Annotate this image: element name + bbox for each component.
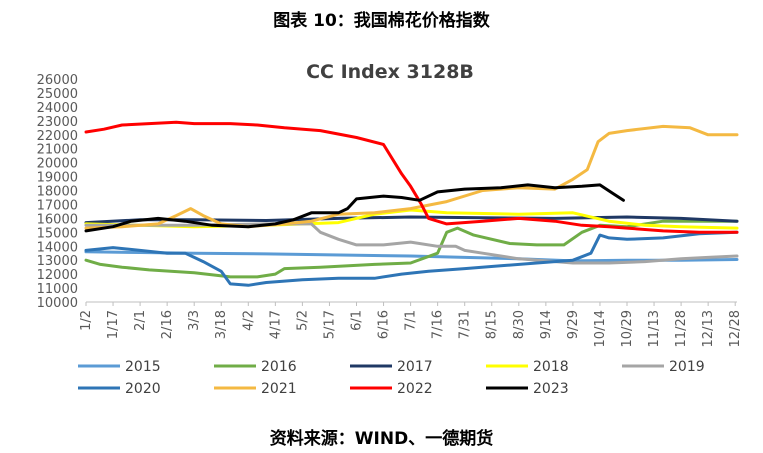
y-tick-label: 26000	[37, 73, 78, 88]
y-tick-label: 25000	[37, 87, 78, 102]
legend-item-2022: 2022	[350, 381, 433, 397]
x-tick-label: 10/29	[620, 310, 635, 347]
y-tick-label: 15000	[37, 226, 78, 241]
x-tick-label: 4/2	[241, 310, 256, 331]
y-tick-label: 14000	[37, 240, 78, 255]
x-tick-label: 8/15	[485, 310, 500, 339]
x-tick-label: 12/13	[701, 310, 716, 347]
x-tick-label: 11/28	[674, 310, 689, 347]
y-tick-label: 16000	[37, 212, 78, 227]
chart-title: CC Index 3128B	[306, 61, 474, 83]
x-tick-label: 4/17	[268, 310, 283, 339]
series-line-2022	[84, 120, 739, 234]
x-tick-label: 1/2	[79, 310, 94, 331]
legend-label: 2021	[261, 381, 297, 397]
y-tick-label: 10000	[37, 296, 78, 311]
x-tick-label: 7/1	[404, 310, 419, 331]
legend-label: 2016	[261, 359, 297, 375]
y-tick-label: 23000	[37, 115, 78, 130]
legend-label: 2015	[125, 359, 161, 375]
legend-item-2015: 2015	[78, 359, 161, 375]
x-tick-label: 5/17	[322, 310, 337, 339]
series-line-2023	[84, 183, 625, 233]
legend-item-2016: 2016	[214, 359, 297, 375]
x-tick-label: 7/31	[458, 310, 473, 339]
legend-label: 2017	[397, 359, 433, 375]
y-tick-label: 11000	[37, 282, 78, 297]
y-tick-label: 20000	[37, 157, 78, 172]
legend-label: 2022	[397, 381, 433, 397]
x-tick-label: 11/13	[647, 310, 662, 347]
x-tick-label: 12/28	[728, 310, 743, 347]
x-tick-label: 8/30	[512, 310, 527, 339]
y-tick-label: 17000	[37, 198, 78, 213]
y-tick-label: 24000	[37, 101, 78, 116]
y-tick-label: 22000	[37, 129, 78, 144]
legend-item-2020: 2020	[78, 381, 161, 397]
x-axis: 1/2 1/17 2/1 2/16 3/3 3/18 4/2 4/17 5/2 5/17 6/1 6/…	[79, 301, 743, 347]
series-line-2020	[84, 230, 739, 287]
legend-item-2018: 2018	[486, 359, 569, 375]
series-lines	[84, 120, 739, 287]
x-tick-label: 6/1	[349, 310, 364, 331]
legend: 2015 2016 2017 2018 2019 2020 2021 2022 2023	[78, 359, 705, 397]
y-axis: 1000011000120001300014000150001600017000…	[37, 73, 78, 311]
x-tick-label: 6/16	[377, 310, 392, 339]
legend-item-2019: 2019	[622, 359, 705, 375]
x-tick-label: 5/2	[295, 310, 310, 331]
legend-item-2023: 2023	[486, 381, 569, 397]
y-tick-label: 18000	[37, 185, 78, 200]
x-tick-label: 7/16	[431, 310, 446, 339]
y-tick-label: 19000	[37, 171, 78, 186]
x-tick-label: 9/14	[539, 310, 554, 339]
y-tick-label: 12000	[37, 268, 78, 283]
y-tick-label: 21000	[37, 143, 78, 158]
source-note: 资料来源：WIND、一德期货	[269, 429, 494, 449]
series-line-2021	[84, 124, 739, 230]
x-tick-label: 2/1	[133, 310, 148, 331]
legend-label: 2018	[533, 359, 569, 375]
legend-label: 2019	[669, 359, 705, 375]
legend-item-2021: 2021	[214, 381, 297, 397]
x-tick-label: 3/3	[187, 310, 202, 331]
x-tick-label: 9/29	[566, 310, 581, 339]
x-tick-label: 10/14	[593, 310, 608, 347]
legend-item-2017: 2017	[350, 359, 433, 375]
figure-caption: 图表 10：我国棉花价格指数	[273, 11, 490, 31]
x-tick-label: 1/17	[106, 310, 121, 339]
legend-label: 2023	[533, 381, 569, 397]
x-tick-label: 3/18	[214, 310, 229, 339]
legend-label: 2020	[125, 381, 161, 397]
y-tick-label: 13000	[37, 254, 78, 269]
x-tick-label: 2/16	[160, 310, 175, 339]
